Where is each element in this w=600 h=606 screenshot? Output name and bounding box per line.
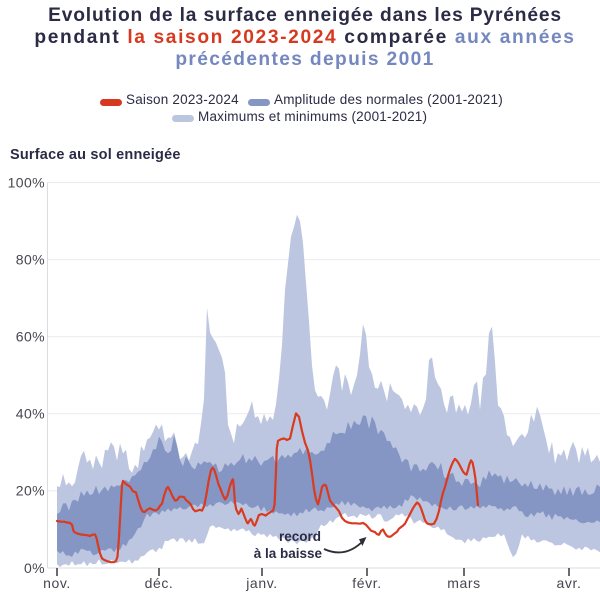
svg-text:mars: mars — [447, 575, 481, 591]
svg-text:60%: 60% — [16, 329, 45, 345]
svg-text:20%: 20% — [16, 483, 45, 499]
svg-text:à la baisse: à la baisse — [254, 546, 323, 561]
svg-text:janv.: janv. — [245, 575, 278, 591]
svg-text:avr.: avr. — [557, 575, 582, 591]
svg-text:record: record — [279, 529, 321, 544]
svg-text:0%: 0% — [24, 560, 45, 576]
svg-text:100%: 100% — [8, 174, 45, 190]
svg-text:80%: 80% — [16, 251, 45, 267]
svg-text:déc.: déc. — [145, 575, 174, 591]
svg-text:nov.: nov. — [43, 575, 71, 591]
svg-text:févr.: févr. — [352, 575, 381, 591]
svg-text:40%: 40% — [16, 406, 45, 422]
